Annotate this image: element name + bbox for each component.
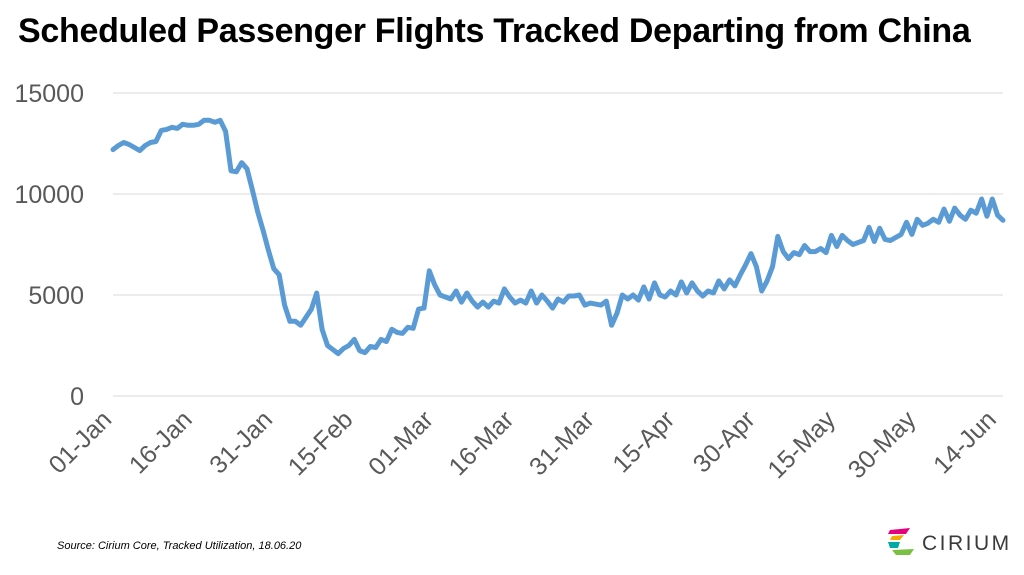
series-group [110,117,1006,357]
gridlines [113,92,1003,397]
x-tick-label: 16-Mar [444,405,520,481]
source-note: Source: Cirium Core, Tracked Utilization… [57,540,302,552]
y-tick-label: 15000 [14,80,84,108]
y-tick-label: 0 [70,383,84,411]
logo-stripe [888,542,900,548]
x-tick-label: 15-May [762,405,841,484]
x-tick-label: 31-Mar [524,405,600,481]
y-tick-label: 10000 [14,181,84,209]
x-tick-label: 01-Mar [363,405,439,481]
x-tick-label: 31-Jan [204,405,278,479]
chart-title: Scheduled Passenger Flights Tracked Depa… [18,12,971,50]
cirium-logo: CIRIUM [888,522,1018,562]
y-axis-tick-labels: 0 5000 10000 15000 [14,80,84,411]
series-line [110,117,1006,357]
logo-stripe [888,528,910,534]
y-tick-label: 5000 [28,282,84,310]
x-axis-tick-labels: 01-Jan 16-Jan 31-Jan 15-Feb 01-Mar 16-Mar 31-M… [43,405,1001,484]
x-tick-label: 01-Jan [43,405,117,479]
x-tick-label: 15-Feb [283,405,359,481]
x-tick-label: 15-Apr [607,405,680,478]
brand-name: CIRIUM [922,532,1012,555]
logo-stripe [890,535,904,540]
logo-stripe [892,549,914,555]
cirium-logo-mark-icon [888,528,914,555]
x-tick-label: 30-May [843,405,922,484]
x-tick-label: 30-Apr [688,405,761,478]
x-tick-label: 16-Jan [124,405,198,479]
x-tick-label: 14-Jun [928,405,1002,479]
